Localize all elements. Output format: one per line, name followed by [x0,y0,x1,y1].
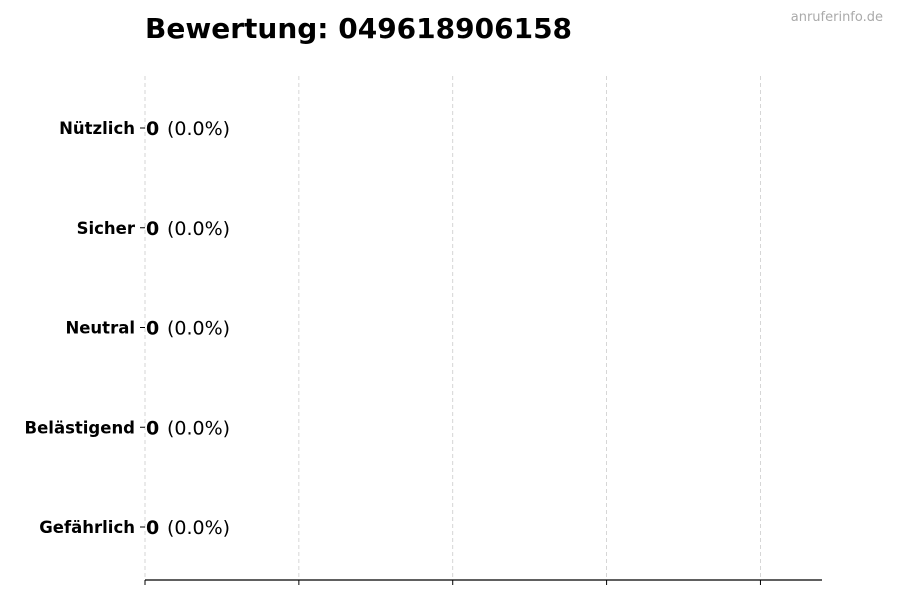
value-label: 0 [146,118,159,140]
chart-title: Bewertung: 049618906158 [145,12,573,45]
category-label: Nützlich [59,119,135,138]
value-label: 0 [146,318,159,340]
category-label: Belästigend [25,418,135,437]
percent-label: (0.0%) [167,318,230,340]
category-label: Sicher [77,219,136,238]
value-label: 0 [146,218,159,240]
percent-label: (0.0%) [167,118,230,140]
percent-label: (0.0%) [167,417,230,439]
value-label: 0 [146,517,159,539]
category-label: Neutral [65,319,135,338]
value-label: 0 [146,417,159,439]
watermark: anruferinfo.de [790,10,883,25]
percent-label: (0.0%) [167,517,230,539]
percent-label: (0.0%) [167,218,230,240]
category-label: Gefährlich [39,518,135,537]
